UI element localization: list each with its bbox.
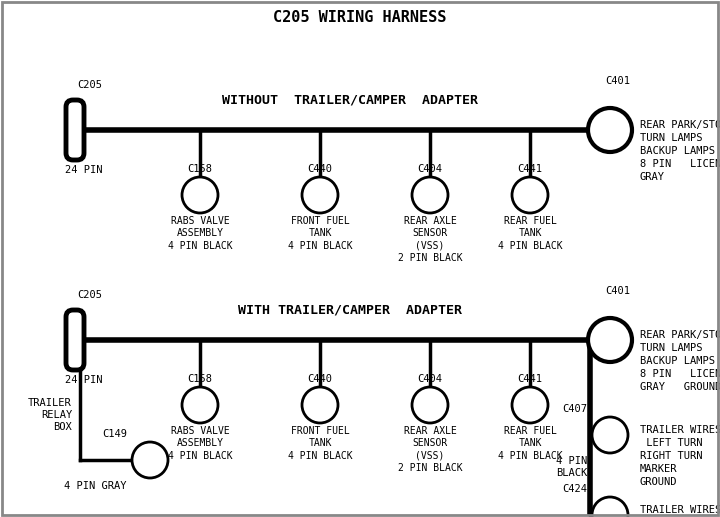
Text: MARKER: MARKER: [640, 464, 678, 474]
Text: C440: C440: [307, 374, 333, 384]
Text: C205 WIRING HARNESS: C205 WIRING HARNESS: [274, 10, 446, 25]
Text: TURN LAMPS: TURN LAMPS: [640, 343, 703, 353]
FancyBboxPatch shape: [66, 310, 84, 370]
Text: C404: C404: [418, 164, 443, 174]
Text: GRAY   GROUND: GRAY GROUND: [640, 382, 720, 392]
Text: REAR AXLE
SENSOR
(VSS)
2 PIN BLACK: REAR AXLE SENSOR (VSS) 2 PIN BLACK: [397, 216, 462, 263]
Circle shape: [182, 177, 218, 213]
Circle shape: [588, 318, 632, 362]
Text: 8 PIN   LICENSE LAMPS: 8 PIN LICENSE LAMPS: [640, 159, 720, 169]
Text: FRONT FUEL
TANK
4 PIN BLACK: FRONT FUEL TANK 4 PIN BLACK: [288, 216, 352, 251]
FancyBboxPatch shape: [66, 100, 84, 160]
Text: WITHOUT  TRAILER/CAMPER  ADAPTER: WITHOUT TRAILER/CAMPER ADAPTER: [222, 94, 478, 107]
Text: FRONT FUEL
TANK
4 PIN BLACK: FRONT FUEL TANK 4 PIN BLACK: [288, 426, 352, 461]
Text: REAR PARK/STOP: REAR PARK/STOP: [640, 330, 720, 340]
Text: C441: C441: [518, 164, 542, 174]
Text: C404: C404: [418, 374, 443, 384]
Text: GRAY: GRAY: [640, 172, 665, 182]
Text: RABS VALVE
ASSEMBLY
4 PIN BLACK: RABS VALVE ASSEMBLY 4 PIN BLACK: [168, 426, 233, 461]
Text: REAR FUEL
TANK
4 PIN BLACK: REAR FUEL TANK 4 PIN BLACK: [498, 216, 562, 251]
Text: 8 PIN   LICENSE LAMPS: 8 PIN LICENSE LAMPS: [640, 369, 720, 379]
Circle shape: [412, 177, 448, 213]
Text: C401: C401: [605, 286, 630, 296]
Text: GROUND: GROUND: [640, 477, 678, 487]
Text: REAR PARK/STOP: REAR PARK/STOP: [640, 120, 720, 130]
Text: C158: C158: [187, 374, 212, 384]
Text: C205: C205: [77, 80, 102, 90]
Text: C440: C440: [307, 164, 333, 174]
Circle shape: [302, 177, 338, 213]
Text: C407: C407: [562, 404, 587, 414]
Text: 24 PIN: 24 PIN: [65, 375, 102, 385]
Text: 4 PIN
BLACK: 4 PIN BLACK: [556, 456, 587, 478]
Circle shape: [182, 387, 218, 423]
Text: BACKUP LAMPS: BACKUP LAMPS: [640, 356, 715, 366]
Text: TRAILER
RELAY
BOX: TRAILER RELAY BOX: [28, 398, 72, 432]
Text: TURN LAMPS: TURN LAMPS: [640, 133, 703, 143]
Circle shape: [588, 108, 632, 152]
Text: TRAILER WIRES: TRAILER WIRES: [640, 425, 720, 435]
Text: C424: C424: [562, 484, 587, 494]
Circle shape: [512, 177, 548, 213]
Circle shape: [132, 442, 168, 478]
Text: BACKUP LAMPS: BACKUP LAMPS: [640, 146, 715, 156]
Text: TRAILER WIRES: TRAILER WIRES: [640, 505, 720, 515]
Text: RABS VALVE
ASSEMBLY
4 PIN BLACK: RABS VALVE ASSEMBLY 4 PIN BLACK: [168, 216, 233, 251]
Text: C205: C205: [77, 290, 102, 300]
Text: WITH TRAILER/CAMPER  ADAPTER: WITH TRAILER/CAMPER ADAPTER: [238, 303, 462, 316]
Text: 24 PIN: 24 PIN: [65, 165, 102, 175]
Text: C401: C401: [605, 76, 630, 86]
Text: C149: C149: [102, 429, 127, 439]
Text: C441: C441: [518, 374, 542, 384]
Text: REAR FUEL
TANK
4 PIN BLACK: REAR FUEL TANK 4 PIN BLACK: [498, 426, 562, 461]
Text: RIGHT TURN: RIGHT TURN: [640, 451, 703, 461]
Circle shape: [412, 387, 448, 423]
Circle shape: [592, 497, 628, 517]
Circle shape: [512, 387, 548, 423]
Text: LEFT TURN: LEFT TURN: [640, 438, 703, 448]
Circle shape: [302, 387, 338, 423]
Text: 4 PIN GRAY: 4 PIN GRAY: [65, 481, 127, 491]
Text: C158: C158: [187, 164, 212, 174]
Text: REAR AXLE
SENSOR
(VSS)
2 PIN BLACK: REAR AXLE SENSOR (VSS) 2 PIN BLACK: [397, 426, 462, 473]
Circle shape: [592, 417, 628, 453]
